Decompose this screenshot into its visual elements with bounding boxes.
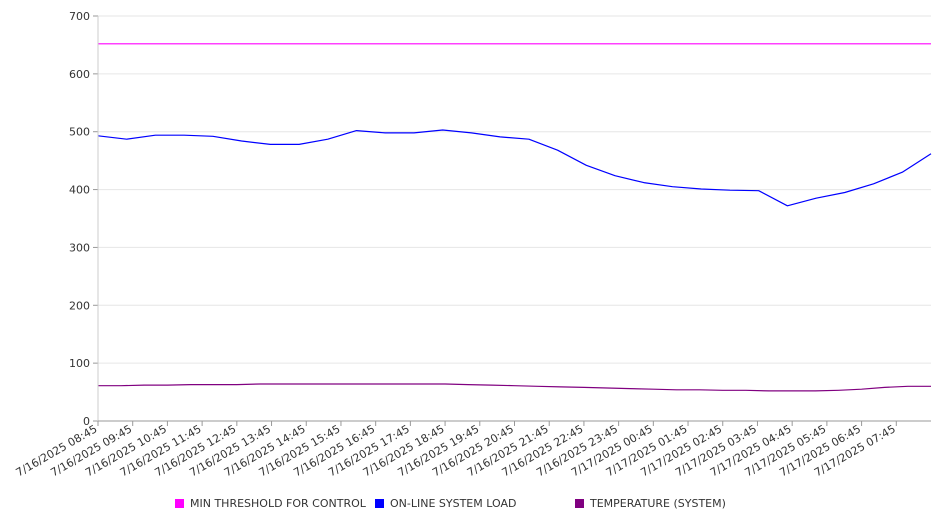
legend-item-temperature[interactable]: TEMPERATURE (SYSTEM) xyxy=(575,497,726,510)
y-tick-label: 0 xyxy=(83,415,90,428)
series-line-online-load xyxy=(97,129,932,207)
series-lines xyxy=(97,43,932,392)
legend-swatch-min-threshold xyxy=(175,499,184,508)
legend-label-temperature: TEMPERATURE (SYSTEM) xyxy=(590,497,726,510)
legend-item-min-threshold[interactable]: MIN THRESHOLD FOR CONTROL xyxy=(175,497,366,510)
y-tick-label: 500 xyxy=(69,126,90,139)
y-tick-label: 600 xyxy=(69,68,90,81)
legend-label-min-threshold: MIN THRESHOLD FOR CONTROL xyxy=(190,497,366,510)
y-tick-label: 700 xyxy=(69,10,90,23)
y-axis-ticks: 0 100 200 300 400 500 600 700 xyxy=(69,10,98,428)
legend: MIN THRESHOLD FOR CONTROL ON-LINE SYSTEM… xyxy=(0,497,946,515)
x-axis-ticks: 7/16/2025 08:457/16/2025 09:457/16/2025 … xyxy=(14,421,898,479)
grid-lines xyxy=(98,15,931,364)
legend-label-online-load: ON-LINE SYSTEM LOAD xyxy=(390,497,517,510)
y-tick-label: 400 xyxy=(69,184,90,197)
y-tick-label: 300 xyxy=(69,241,90,254)
legend-swatch-online-load xyxy=(375,499,384,508)
legend-swatch-temperature xyxy=(575,499,584,508)
legend-item-online-load[interactable]: ON-LINE SYSTEM LOAD xyxy=(375,497,516,510)
series-line-temperature xyxy=(98,383,931,392)
y-tick-label: 100 xyxy=(69,357,90,370)
y-tick-label: 200 xyxy=(69,299,90,312)
